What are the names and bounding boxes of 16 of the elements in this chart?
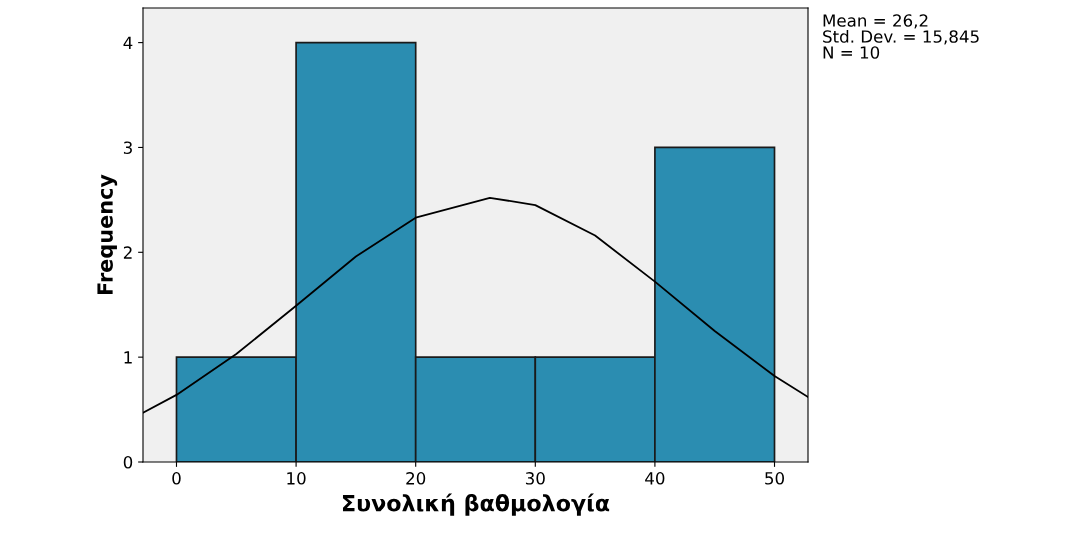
x-tick-label: 0	[172, 472, 181, 485]
text: N = 10	[823, 46, 880, 59]
text: Mean = 26,2	[823, 14, 928, 29]
x-tick-label: 40	[645, 472, 665, 485]
y-tick-label: 0	[123, 455, 133, 469]
y-tick-label: 4	[123, 36, 133, 49]
x-tick-label: 20	[406, 472, 426, 485]
x-axis-title: Συνολική βαθμολογία	[342, 493, 610, 516]
x-tick-label: 30	[525, 472, 545, 485]
y-axis-title: Frequency	[97, 174, 118, 295]
x-tick-label: 10	[287, 472, 306, 485]
text: Std. Dev. = 15,845	[823, 29, 979, 45]
y-tick-label: 3	[123, 141, 132, 155]
y-tick-label: 2	[123, 246, 132, 259]
x-tick-label: 50	[765, 472, 785, 485]
y-tick-label: 1	[124, 351, 132, 364]
